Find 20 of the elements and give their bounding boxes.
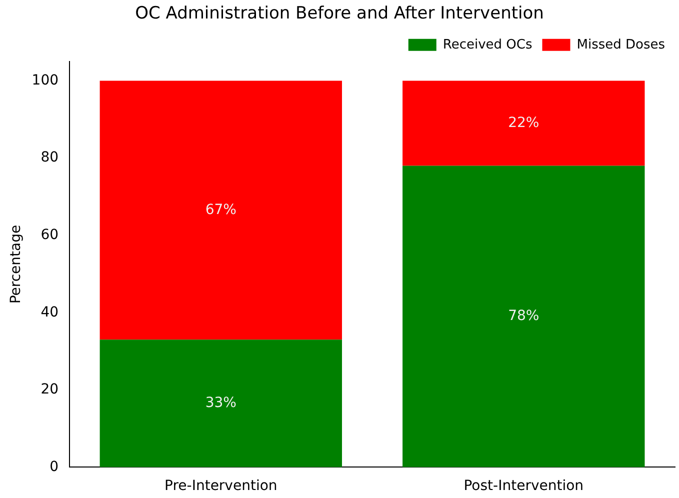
- data-label: 67%: [205, 202, 236, 218]
- chart-title: OC Administration Before and After Intervention: [135, 4, 544, 24]
- y-tick-label: 40: [40, 304, 59, 320]
- bar: [402, 80, 645, 166]
- bar: [100, 80, 342, 340]
- y-tick-label: 100: [32, 72, 59, 88]
- y-tick-label: 80: [40, 150, 59, 166]
- y-axis-title: Percentage: [8, 224, 24, 304]
- legend-label: Missed Doses: [576, 37, 666, 52]
- data-label: 78%: [508, 308, 540, 324]
- y-tick-label: 20: [40, 382, 59, 398]
- legend-label: Received OCs: [442, 37, 532, 52]
- y-tick-label: 0: [50, 458, 59, 475]
- bar: [402, 166, 645, 468]
- y-tick-label: 60: [40, 226, 59, 243]
- x-tick-label: Pre-Intervention: [164, 478, 278, 494]
- data-label: 33%: [205, 395, 236, 412]
- bar: [100, 340, 342, 468]
- data-label: 22%: [508, 114, 540, 131]
- x-tick-label: Post-Intervention: [464, 478, 584, 494]
